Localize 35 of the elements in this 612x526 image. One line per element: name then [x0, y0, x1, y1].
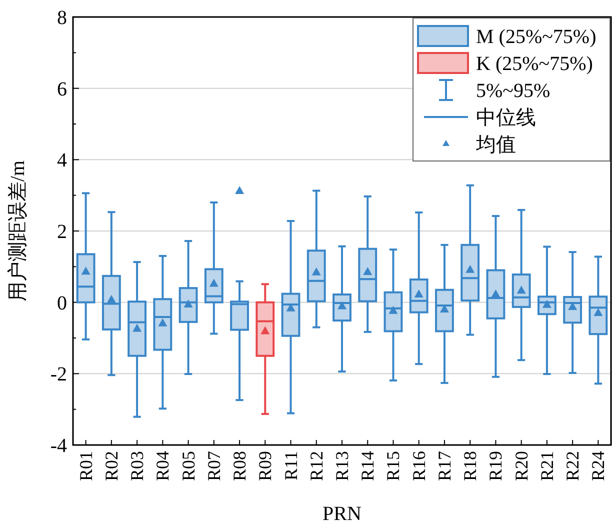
y-tick-label: 6	[57, 78, 67, 100]
x-tick-label: R01	[76, 451, 96, 482]
x-tick-label: R03	[127, 451, 148, 482]
x-tick-label: R14	[358, 451, 378, 482]
x-tick-label: R12	[306, 451, 326, 482]
y-tick-label: -2	[50, 364, 67, 386]
x-tick-label: R02	[101, 451, 122, 482]
x-tick-label: R18	[460, 451, 480, 482]
y-tick-label: 2	[57, 221, 67, 243]
x-tick-label: R17	[434, 451, 454, 482]
x-tick-label: R04	[152, 451, 173, 482]
x-tick-label: R09	[255, 451, 276, 482]
x-tick-label: R16	[408, 451, 429, 482]
annotation: 均值	[475, 134, 516, 156]
x-tick-label: R19	[486, 451, 506, 482]
x-tick-label: R08	[230, 451, 250, 482]
y-tick-label: 4	[57, 150, 67, 172]
x-tick-label: R24	[588, 451, 608, 482]
annotation: 中位线	[476, 107, 536, 129]
x-tick-label: R21	[536, 451, 557, 482]
x-tick-label: R15	[383, 451, 404, 482]
legend-label: M (25%~75%)	[476, 26, 596, 48]
x-tick-label: R07	[204, 451, 224, 482]
y-tick-label: 0	[57, 292, 67, 314]
x-tick-label: R11	[280, 451, 301, 480]
x-tick-label: R20	[511, 451, 532, 482]
x-tick-label: R13	[332, 451, 352, 482]
x-tick-label: R05	[178, 451, 198, 482]
y-tick-label: -4	[50, 435, 67, 457]
x-axis-title: PRN	[322, 503, 362, 525]
legend-label: K (25%~75%)	[476, 53, 593, 75]
y-axis-title: 用户测距误差/m	[7, 160, 29, 302]
y-tick-label: 8	[57, 7, 67, 29]
annotation: 5%~95%	[476, 80, 550, 102]
x-tick-label: R22	[562, 451, 583, 482]
